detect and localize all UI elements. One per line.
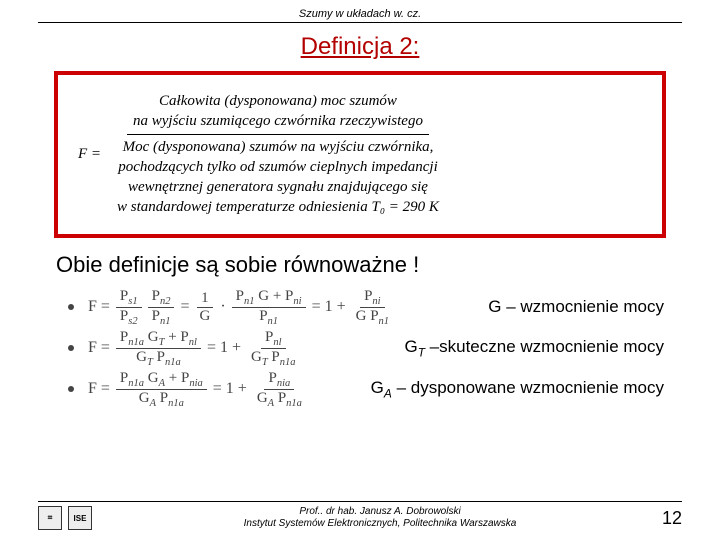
equation-formula: F = Pn1a GA + PniaGA Pn1a = 1 + PniaGA Pn1a <box>68 370 306 409</box>
definition-fraction: Całkowita (dysponowana) moc szumów na wy… <box>111 89 445 220</box>
equation-fraction: 1G <box>195 290 214 325</box>
footer: ⌗ ISE Prof.. dr hab. Janusz A. Dobrowols… <box>38 501 682 530</box>
footer-credits: Prof.. dr hab. Janusz A. Dobrowolski Ins… <box>118 506 642 530</box>
equivalence-statement: Obie definicje są sobie równoważne ! <box>56 252 682 278</box>
equation-operator: = <box>180 298 189 316</box>
equation-lhs: F = <box>88 298 110 316</box>
equation-description: GT –skuteczne wzmocnienie mocy <box>404 337 664 359</box>
definition-numerator: Całkowita (dysponowana) moc szumów na wy… <box>127 89 429 135</box>
logo-crest-icon: ⌗ <box>38 506 62 530</box>
bullet-icon <box>68 304 74 310</box>
bullet-icon <box>68 345 74 351</box>
equation-description: GA – dysponowane wzmocnienie mocy <box>371 378 664 400</box>
definition-lhs: F = <box>78 146 101 163</box>
running-header: Szumy w układach w. cz. <box>38 8 682 20</box>
definition-denominator: Moc (dysponowana) szumów na wyjściu czwó… <box>111 135 445 220</box>
equation-operator: · <box>220 298 225 316</box>
equation-fraction: PnlGT Pn1a <box>247 329 300 368</box>
equation-operator: = 1 + <box>312 298 346 316</box>
bullet-icon <box>68 386 74 392</box>
equation-operator: = 1 + <box>213 380 247 398</box>
equation-lhs: F = <box>88 380 110 398</box>
equation-fraction: Pn2Pn1 <box>148 288 175 327</box>
equation-formula: F = Ps1Ps2Pn2Pn1 = 1G · Pn1 G + PniPn1 = 1 + Pn… <box>68 288 393 327</box>
logo-ise-icon: ISE <box>68 506 92 530</box>
equation-row: F = Pn1a GT + PnlGT Pn1a = 1 + PnlGT Pn1a GT… <box>68 329 664 368</box>
equation-row: F = Ps1Ps2Pn2Pn1 = 1G · Pn1 G + PniPn1 = 1 + Pn… <box>68 288 664 327</box>
slide-page: Szumy w układach w. cz. Definicja 2: F =… <box>0 0 720 540</box>
equation-fraction: Pn1a GT + PnlGT Pn1a <box>116 329 201 368</box>
definition-box: F = Całkowita (dysponowana) moc szumów n… <box>54 71 666 238</box>
equation-fraction: PniG Pn1 <box>352 288 393 327</box>
equation-formula: F = Pn1a GT + PnlGT Pn1a = 1 + PnlGT Pn1a <box>68 329 300 368</box>
equation-lhs: F = <box>88 339 110 357</box>
equation-fraction: PniaGA Pn1a <box>253 370 306 409</box>
equation-operator: = 1 + <box>207 339 241 357</box>
equation-description: G – wzmocnienie mocy <box>488 297 664 317</box>
footer-divider <box>38 501 682 502</box>
equations-list: F =Ps1Ps2Pn2Pn1=1G·Pn1 G + PniPn1= 1 +Pn… <box>38 288 682 409</box>
equation-fraction: Pn1a GA + PniaGA Pn1a <box>116 370 207 409</box>
equation-row: F = Pn1a GA + PniaGA Pn1a = 1 + PniaGA Pn1a… <box>68 370 664 409</box>
page-number: 12 <box>642 508 682 529</box>
equation-fraction: Ps1Ps2 <box>116 288 142 327</box>
slide-title: Definicja 2: <box>38 33 682 61</box>
header-divider <box>38 22 682 23</box>
equation-fraction: Pn1 G + PniPn1 <box>232 288 306 327</box>
footer-logos: ⌗ ISE <box>38 506 118 530</box>
